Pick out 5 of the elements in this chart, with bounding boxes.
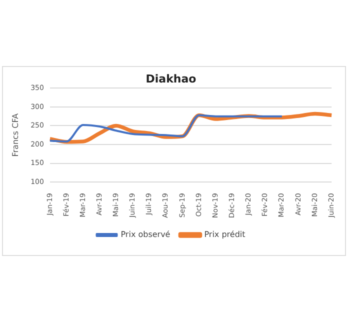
- legend-label: Prix prédit: [204, 230, 246, 240]
- y-axis-title: Francs CFA: [10, 112, 20, 157]
- legend-label: Prix observé: [120, 230, 170, 240]
- line-series: [48, 114, 283, 142]
- chart-title: Diakhao: [146, 72, 197, 86]
